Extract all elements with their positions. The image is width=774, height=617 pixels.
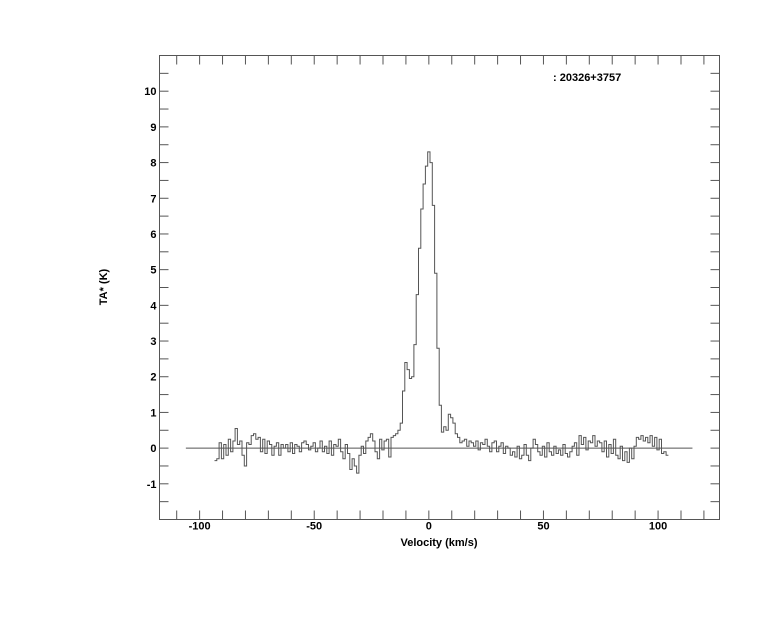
y-tick-label: 3 [150, 336, 156, 348]
spectrum-line [214, 151, 669, 474]
x-tick-label: 100 [649, 521, 667, 533]
x-tick-label: 50 [537, 521, 549, 533]
y-tick-label: 0 [150, 443, 156, 455]
y-tick-label: 1 [150, 407, 156, 419]
y-tick-label: 10 [144, 86, 156, 98]
y-tick-label: 6 [150, 229, 156, 241]
chart-title: : 20326+3757 [553, 72, 621, 84]
y-tick-label: 7 [150, 193, 156, 205]
x-tick-label: -100 [189, 521, 211, 533]
x-tick-label: -50 [306, 521, 322, 533]
axis-ticks [159, 55, 720, 520]
x-axis-label: Velocity (km/s) [400, 537, 477, 549]
y-tick-label: 9 [150, 122, 156, 134]
y-tick-label: 2 [150, 372, 156, 384]
x-tick-label: 0 [426, 521, 432, 533]
y-axis-label: TA* (K) [98, 268, 110, 305]
y-tick-label: 8 [150, 158, 156, 170]
y-tick-label: 5 [150, 265, 156, 277]
plot-frame [159, 55, 720, 520]
tick-labels: -100 -50 0 50 100 -1 0 1 2 3 4 5 6 7 8 9 10 [144, 86, 667, 532]
y-tick-label: 4 [150, 300, 157, 312]
y-tick-label: -1 [147, 479, 157, 491]
